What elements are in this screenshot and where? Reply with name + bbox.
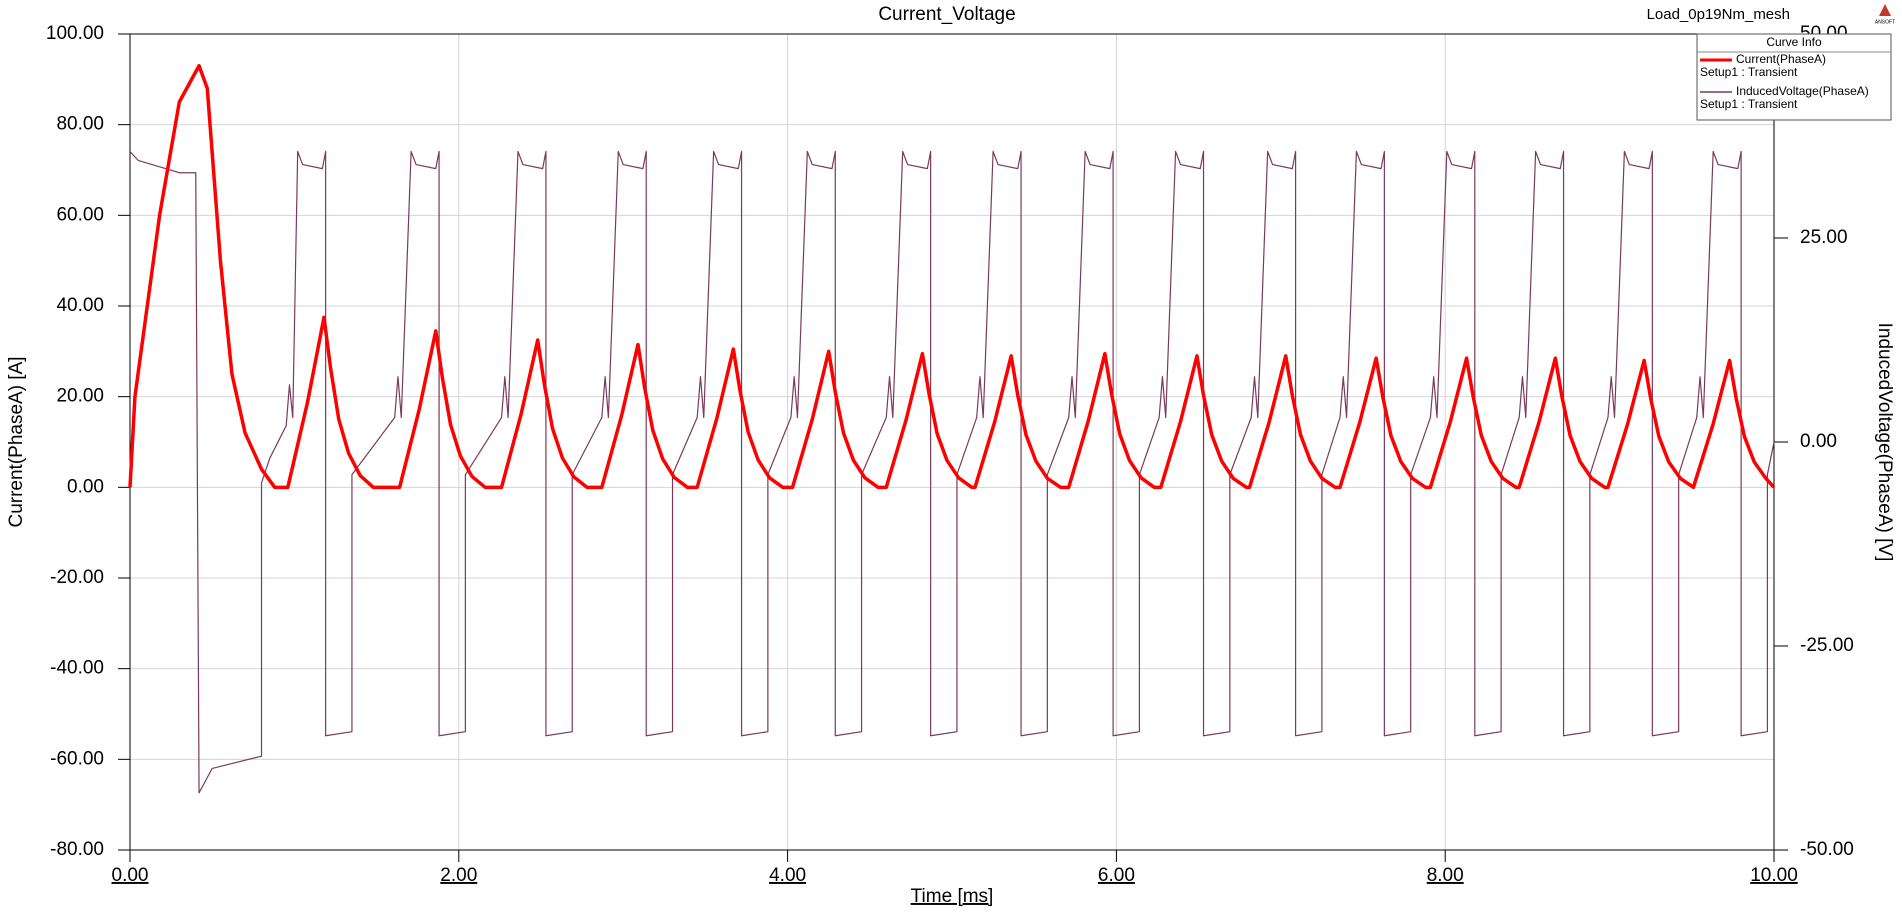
y2-tick-label: -50.00 [1800,839,1854,860]
x-axis-label: Time [ms] [911,886,994,907]
legend-label: InducedVoltage(PhaseA) [1736,84,1869,98]
y-tick-label: -40.00 [50,658,104,679]
legend-title: Curve Info [1766,35,1822,49]
series-line [129,150,1775,794]
y-tick-label: 40.00 [56,295,104,316]
x-tick-label: 6.00 [1098,865,1135,886]
legend-box [1696,33,1892,121]
y2-axis-label: InducedVoltage(PhaseA) [V] [1874,323,1895,562]
y2-tick-label: 25.00 [1800,227,1848,248]
chart-title: Current_Voltage [878,4,1015,25]
y-tick-label: 0.00 [67,476,104,497]
x-tick-label: 2.00 [440,865,477,886]
legend-label: Current(PhaseA) [1736,52,1826,66]
y-tick-label: 60.00 [56,204,104,225]
legend-solution: Setup1 : Transient [1700,65,1798,79]
y-tick-label: 80.00 [56,114,104,135]
x-tick-label: 4.00 [769,865,806,886]
series-line [128,63,1776,490]
legend-solution: Setup1 : Transient [1700,97,1798,111]
y-tick-label: -20.00 [50,567,104,588]
y-axis-label: Current(PhaseA) [A] [6,356,27,527]
legend: Curve Info Current(PhaseA)Setup1 : Trans… [1696,33,1892,121]
design-name: Load_0p19Nm_mesh [1647,6,1790,23]
logo-icon [1879,4,1891,16]
y-tick-label: -80.00 [50,839,104,860]
logo-text: ANSOFT [1875,19,1895,25]
y-tick-label: 100.00 [46,23,104,44]
x-tick-label: 8.00 [1427,865,1464,886]
x-tick-label: 0.00 [112,865,149,886]
y-tick-label: 20.00 [56,386,104,407]
x-tick-label: 10.00 [1750,865,1798,886]
y2-tick-label: -25.00 [1800,635,1854,656]
y-tick-label: -60.00 [50,748,104,769]
y2-tick-label: 0.00 [1800,431,1837,452]
